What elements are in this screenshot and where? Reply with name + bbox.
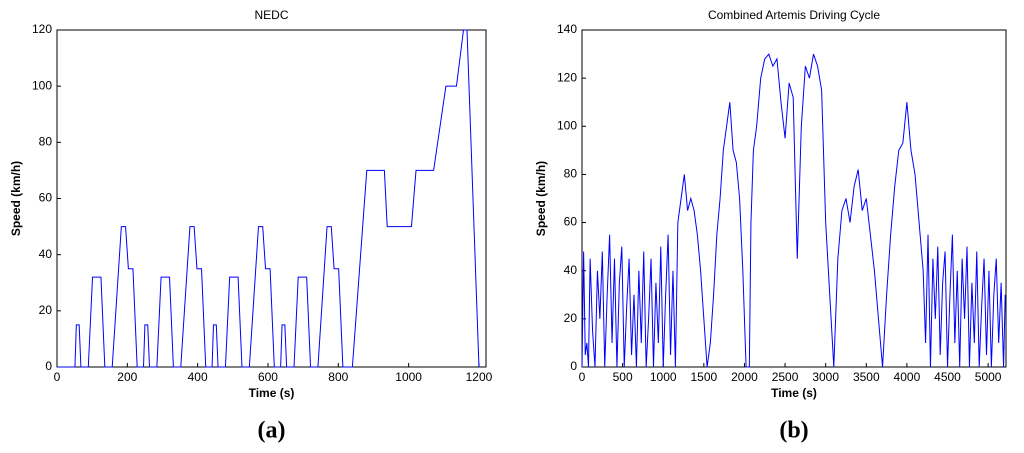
x-tick-label: 1000 [650,370,677,384]
y-tick-label: 60 [39,191,53,205]
y-axis-label: Speed (km/h) [534,161,548,236]
caption: (b) [779,418,808,444]
x-axis-label: Time (s) [249,386,295,400]
x-tick-label: 1200 [466,370,493,384]
x-tick-label: 5000 [975,370,1002,384]
plot-area [56,29,487,368]
chart-title: Combined Artemis Driving Cycle [708,8,880,22]
x-tick-label: 0 [579,370,586,384]
y-tick-label: 40 [564,263,578,277]
x-tick-label: 2000 [731,370,758,384]
y-tick-label: 20 [564,311,578,325]
caption: (a) [258,418,286,444]
x-tick-label: 0 [54,370,61,384]
x-tick-label: 2500 [772,370,799,384]
x-axis-label: Time (s) [771,386,817,400]
y-tick-label: 80 [564,167,578,181]
y-tick-label: 120 [557,70,577,84]
x-tick-label: 3000 [812,370,839,384]
x-tick-label: 1000 [395,370,422,384]
y-tick-label: 140 [557,22,577,36]
x-tick-label: 600 [258,370,278,384]
x-tick-label: 500 [613,370,633,384]
y-axis-label: Speed (km/h) [9,161,23,236]
y-tick-label: 100 [557,118,577,132]
x-tick-label: 800 [328,370,348,384]
y-tick-label: 20 [39,303,53,317]
x-tick-label: 3500 [853,370,880,384]
chart-title: NEDC [254,8,288,22]
y-tick-label: 120 [32,22,52,36]
y-tick-label: 60 [564,215,578,229]
y-tick-label: 100 [32,78,52,92]
y-tick-label: 0 [45,359,52,373]
x-tick-label: 1500 [690,370,717,384]
y-tick-label: 80 [39,135,53,149]
x-tick-label: 4500 [934,370,961,384]
x-tick-label: 400 [188,370,208,384]
y-tick-label: 40 [39,247,53,261]
y-tick-label: 0 [570,359,577,373]
speed-line [57,29,480,368]
x-tick-label: 200 [117,370,137,384]
speed-line [581,53,1006,368]
x-tick-label: 4000 [894,370,921,384]
